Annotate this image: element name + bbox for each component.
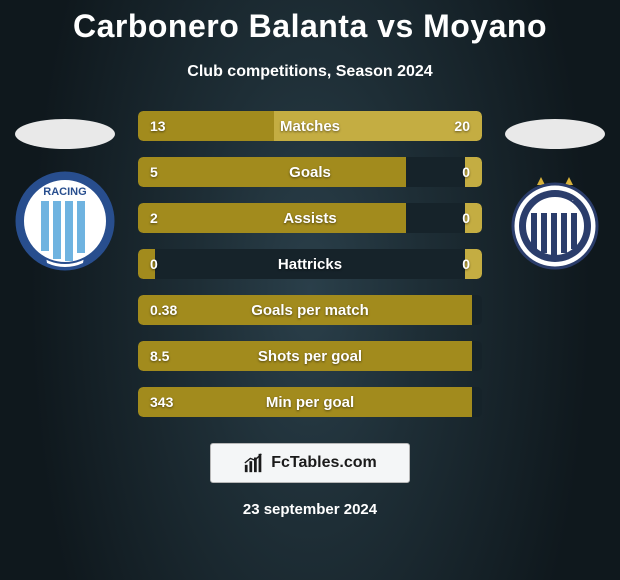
racing-badge-icon: RACING — [15, 171, 115, 271]
stat-bar: 8.5Shots per goal — [138, 341, 482, 371]
stat-bar: 1320Matches — [138, 111, 482, 141]
left-side: RACING — [0, 111, 130, 271]
svg-text:C . A . T: C . A . T — [537, 199, 573, 210]
stat-label: Goals — [138, 164, 482, 181]
right-side: C . A . T — [490, 111, 620, 271]
comparison-area: RACING 1320Matches 50Goals 20Assists 00Hatt… — [0, 111, 620, 417]
stat-bars: 1320Matches 50Goals 20Assists 00Hattricks 0.… — [130, 111, 490, 417]
subtitle: Club competitions, Season 2024 — [187, 63, 432, 81]
stat-bar: 20Assists — [138, 203, 482, 233]
stat-label: Shots per goal — [138, 348, 482, 365]
stat-bar: 00Hattricks — [138, 249, 482, 279]
stat-bar: 343Min per goal — [138, 387, 482, 417]
stat-label: Goals per match — [138, 302, 482, 319]
stat-label: Assists — [138, 210, 482, 227]
stat-bar: 0.38Goals per match — [138, 295, 482, 325]
stat-label: Min per goal — [138, 394, 482, 411]
left-player-avatar — [15, 119, 115, 149]
page-title: Carbonero Balanta vs Moyano — [73, 8, 547, 45]
right-team-badge: C . A . T — [505, 171, 605, 271]
chart-icon — [243, 452, 265, 474]
stat-label: Matches — [138, 118, 482, 135]
cat-badge-icon: C . A . T — [505, 171, 605, 271]
footer-logo-text: FcTables.com — [271, 454, 377, 472]
right-player-avatar — [505, 119, 605, 149]
left-team-badge: RACING — [15, 171, 115, 271]
date-label: 23 september 2024 — [243, 501, 377, 518]
stat-label: Hattricks — [138, 256, 482, 273]
stat-bar: 50Goals — [138, 157, 482, 187]
svg-text:RACING: RACING — [43, 186, 86, 198]
footer-logo[interactable]: FcTables.com — [210, 443, 410, 483]
